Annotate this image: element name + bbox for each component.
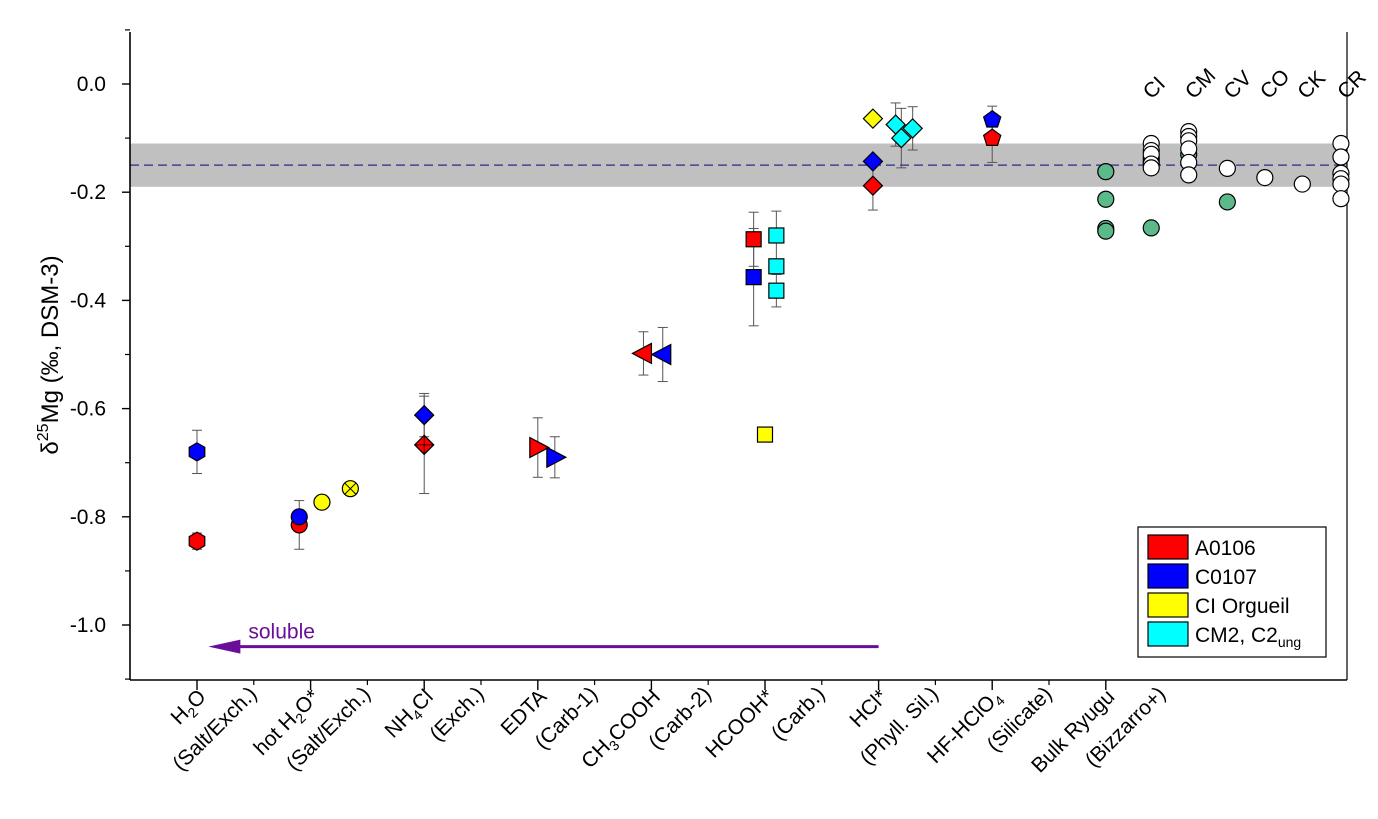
data-point [1097,222,1115,240]
data-point [650,343,672,366]
legend-entry: CI Orgueil [1147,592,1290,618]
group-label: CM [1181,64,1220,103]
group-label: CK [1293,67,1330,104]
data-point [1142,159,1160,177]
x-category-label: H2O(Salt/Exch.) [166,682,261,775]
y-tick-label: 0.0 [77,73,106,96]
data-point [768,282,785,299]
y-tick-label: -0.8 [70,506,106,529]
group-label: CR [1333,66,1371,104]
legend-swatch [1147,621,1189,647]
data-point [1256,168,1274,187]
data-point [982,128,1002,146]
arrow-label: soluble [248,621,315,644]
legend-entry: CM2, C2ung [1147,621,1301,650]
legend: A0106 C0107 CI Orgueil CM2, C2ung [1137,526,1327,658]
y-axis: 0.0 -0.2 -0.4 -0.6 -0.8 -1.0 [70,29,130,680]
data-point [768,227,785,244]
legend-swatch [1147,592,1189,618]
data-point [1218,193,1236,211]
data-point [890,127,912,149]
y-tick-label: -0.6 [70,398,106,421]
data-point [313,493,331,511]
legend-label: CM2, C2ung [1195,624,1301,650]
x-category-label: HF-HClO4(Silicate) [923,682,1057,768]
data-point [1180,166,1198,184]
legend-label: CI Orgueil [1195,595,1290,618]
data-point [902,118,924,139]
data-point [1332,190,1350,208]
data-point [413,404,435,426]
arrow-head [208,639,241,654]
data-point [529,436,551,459]
data-point [768,258,785,275]
data-point [546,446,568,469]
x-label-line2: (Carb.) [767,682,829,744]
soluble-arrow: soluble [208,621,879,654]
data-point [745,269,762,286]
data-point [862,151,884,172]
data-point [982,109,1002,128]
legend-entry: C0107 [1147,563,1257,589]
data-point [1332,175,1350,193]
y-axis-label: δ25Mg (‰, DSM-3) [35,255,64,454]
data-point [1097,163,1115,181]
data-point [631,342,653,365]
legend-label: C0107 [1195,566,1257,589]
data-point [1332,148,1350,166]
group-label: CO [1256,65,1295,104]
data-point [341,480,359,498]
group-label: CI [1139,72,1170,103]
x-label-line2: (Exch.) [425,682,488,745]
data-point [188,531,206,551]
x-category-label: HCOOH*(Carb.) [701,682,829,762]
data-points [188,108,1350,551]
data-point [188,442,206,462]
data-point [745,231,762,248]
data-point [290,508,308,526]
data-point [1293,175,1311,193]
reference-band [130,143,1347,187]
data-point [1142,219,1160,237]
data-point [413,434,435,456]
x-category-label: NH4Cl(Exch.) [380,682,488,745]
y-tick-label: -0.4 [70,289,107,312]
group-label: CV [1219,67,1256,104]
legend-swatch [1147,534,1189,560]
data-point [862,108,884,129]
data-point [862,175,884,197]
y-tick-label: -1.0 [70,614,106,637]
x-category-label: hot H2O*(Salt/Exch.) [250,682,376,775]
legend-swatch [1147,563,1189,589]
y-tick-label: -0.2 [70,181,106,204]
data-point [756,426,774,443]
legend-entry: A0106 [1147,534,1256,560]
data-point [1097,190,1115,208]
legend-label: A0106 [1195,537,1256,560]
data-point [1218,159,1236,177]
